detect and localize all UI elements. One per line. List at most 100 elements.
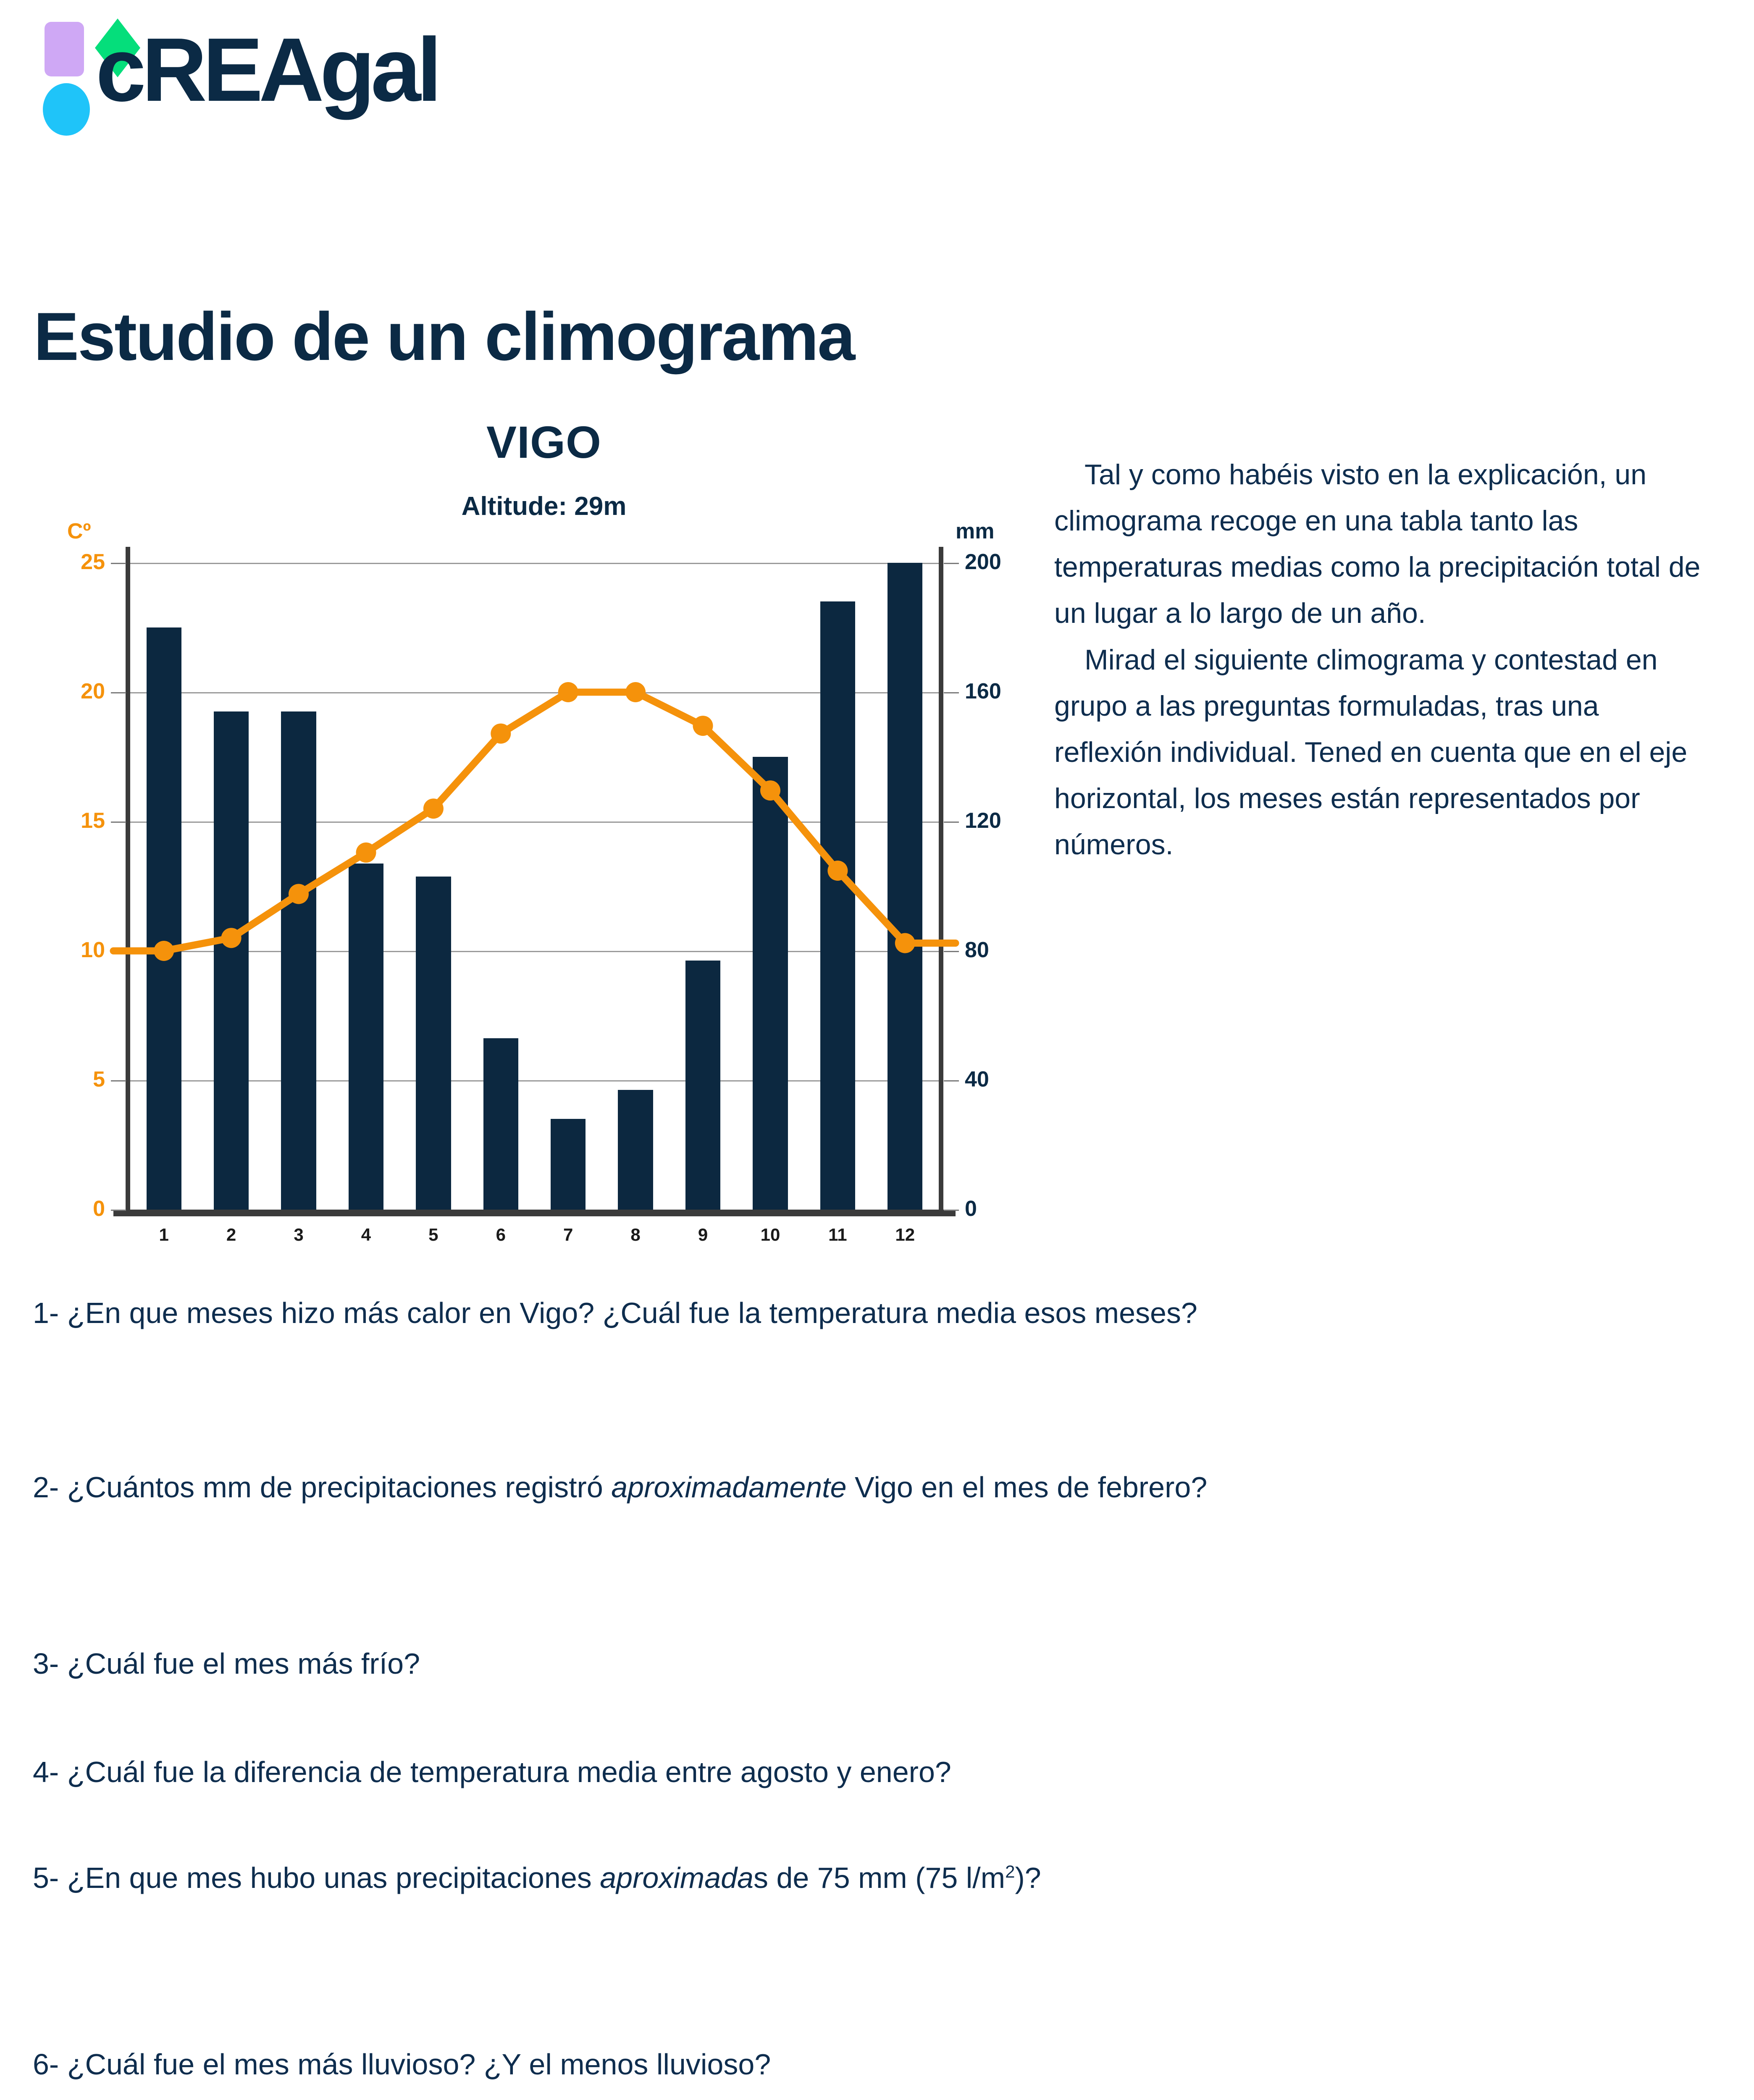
precipitation-bar	[618, 1090, 653, 1210]
question-3: 3- ¿Cuál fue el mes más frío?	[33, 1647, 420, 1680]
precipitation-bar	[551, 1119, 586, 1210]
question-2: 2- ¿Cuántos mm de precipitaciones regist…	[33, 1469, 1721, 1506]
tick-mark	[944, 951, 959, 952]
tick-mark	[111, 563, 126, 564]
y-axis-right-tick-200: 200	[965, 550, 1001, 574]
temperature-point	[221, 928, 242, 948]
tick-mark	[944, 1080, 959, 1082]
y-axis-tick-labels: 200 25 160 20 120 15 80 10 40 5 0 0	[81, 550, 1001, 1221]
question-2-prefix: 2- ¿Cuántos mm de precipitaciones regist…	[33, 1471, 612, 1504]
temperature-line-path	[110, 688, 959, 955]
question-5: 5- ¿En que mes hubo unas precipitaciones…	[33, 1860, 1721, 1897]
precipitation-bar	[146, 627, 181, 1210]
brand-logo: cREAgal	[33, 12, 478, 136]
temperature-point	[289, 884, 309, 904]
temperature-point	[356, 842, 376, 863]
question-5-superscript: 2	[1005, 1861, 1015, 1882]
x-axis-label-9: 9	[698, 1225, 708, 1244]
chart-title: VIGO	[486, 417, 602, 467]
temperature-point	[827, 861, 848, 881]
x-axis-label-1: 1	[159, 1225, 169, 1244]
question-5-emphasis: aproximada	[600, 1861, 754, 1894]
chart-plot-area: Cº mm 1 2 3 4 5 6 7 8 9 10 11 12 200 25 160 20 120 15 80 1…	[67, 519, 1001, 1244]
circle-shape-icon	[43, 83, 90, 136]
precipitation-bar	[685, 961, 721, 1210]
climogram-chart: VIGO Altitude: 29m Cº mm 1 2 3 4 5 6 7 8 9 10 11 12…	[63, 416, 1025, 1252]
tick-mark	[944, 822, 959, 823]
y-axis-left-unit: Cº	[67, 519, 91, 543]
temperature-point	[693, 716, 713, 736]
temperature-point	[760, 780, 780, 801]
y-axis-right-line	[939, 547, 943, 1211]
question-5-prefix: 5- ¿En que mes hubo unas precipitaciones	[33, 1861, 600, 1894]
chart-subtitle: Altitude: 29m	[461, 492, 627, 521]
y-axis-left-tick-15: 15	[81, 808, 105, 833]
page-title: Estudio de un climograma	[34, 298, 855, 375]
tick-mark	[944, 1210, 959, 1211]
tick-mark	[111, 822, 126, 823]
precipitation-bar	[753, 757, 788, 1210]
question-6: 6- ¿Cuál fue el mes más lluvioso? ¿Y el …	[33, 2048, 771, 2081]
question-2-emphasis: aproximadamente	[611, 1471, 847, 1504]
x-axis-label-4: 4	[361, 1225, 371, 1244]
precipitation-bar	[348, 864, 384, 1210]
x-axis-label-5: 5	[428, 1225, 438, 1244]
gridline	[130, 951, 939, 952]
gridline	[130, 563, 939, 564]
tick-mark	[944, 692, 959, 693]
tick-mark	[111, 1080, 126, 1082]
temperature-line	[110, 682, 959, 961]
tick-mark	[944, 563, 959, 564]
x-axis-label-8: 8	[630, 1225, 641, 1244]
temperature-point	[895, 933, 915, 953]
x-axis-label-12: 12	[895, 1225, 915, 1244]
temperature-point	[423, 798, 444, 819]
x-axis-line	[113, 1210, 956, 1216]
y-axis-right-tick-40: 40	[965, 1067, 989, 1092]
gridline	[130, 1080, 939, 1082]
y-axis-right-unit: mm	[956, 519, 995, 543]
temperature-point	[558, 682, 578, 702]
gridline	[130, 692, 939, 693]
precipitation-bars	[130, 563, 939, 1210]
logo-mark	[33, 12, 159, 136]
question-1: 1- ¿En que meses hizo más calor en Vigo?…	[33, 1297, 1197, 1329]
intro-paragraph-1: Tal y como habéis visto en la explicació…	[1054, 459, 1701, 630]
y-axis-left-tick-25: 25	[81, 550, 105, 574]
y-axis-right-tick-120: 120	[965, 808, 1001, 833]
y-axis-left-line	[126, 547, 130, 1211]
y-axis-left-tick-5: 5	[93, 1067, 105, 1092]
y-axis-right-tick-80: 80	[965, 938, 989, 962]
question-5-suffix-b: )?	[1015, 1861, 1041, 1894]
x-axis-label-10: 10	[760, 1225, 780, 1244]
x-axis-label-3: 3	[294, 1225, 304, 1244]
temperature-point	[154, 941, 174, 961]
temperature-point	[625, 682, 646, 702]
intro-paragraph-2: Mirad el siguiente climograma y contesta…	[1054, 643, 1688, 861]
precipitation-bar	[213, 711, 249, 1210]
precipitation-bar	[416, 876, 451, 1210]
intro-text-block: Tal y como habéis visto en la explicació…	[1054, 452, 1714, 868]
x-axis-labels: 1 2 3 4 5 6 7 8 9 10 11 12	[130, 563, 939, 1244]
tick-mark	[111, 692, 126, 693]
precipitation-bar	[483, 1038, 518, 1210]
x-axis-label-11: 11	[828, 1225, 847, 1244]
temperature-point	[491, 723, 511, 744]
question-2-suffix: Vigo en el mes de febrero?	[846, 1471, 1208, 1504]
y-axis-right-tick-0: 0	[965, 1197, 977, 1221]
y-axis-left-tick-10: 10	[81, 938, 105, 962]
tick-mark	[111, 1210, 126, 1211]
precipitation-bar	[281, 711, 316, 1210]
x-axis-label-2: 2	[226, 1225, 236, 1244]
x-axis-label-7: 7	[563, 1225, 573, 1244]
gridline	[130, 822, 939, 823]
y-axis-right-tick-160: 160	[965, 679, 1001, 704]
precipitation-bar	[820, 601, 856, 1210]
y-axis-left-tick-0: 0	[93, 1197, 105, 1221]
precipitation-bar	[888, 563, 923, 1210]
square-shape-icon	[45, 22, 84, 76]
logo-wordmark: cREAgal	[96, 19, 442, 120]
x-axis-label-6: 6	[496, 1225, 506, 1244]
question-5-suffix-a: s de 75 mm (75 l/m	[754, 1861, 1006, 1894]
y-axis-left-tick-20: 20	[81, 679, 105, 704]
